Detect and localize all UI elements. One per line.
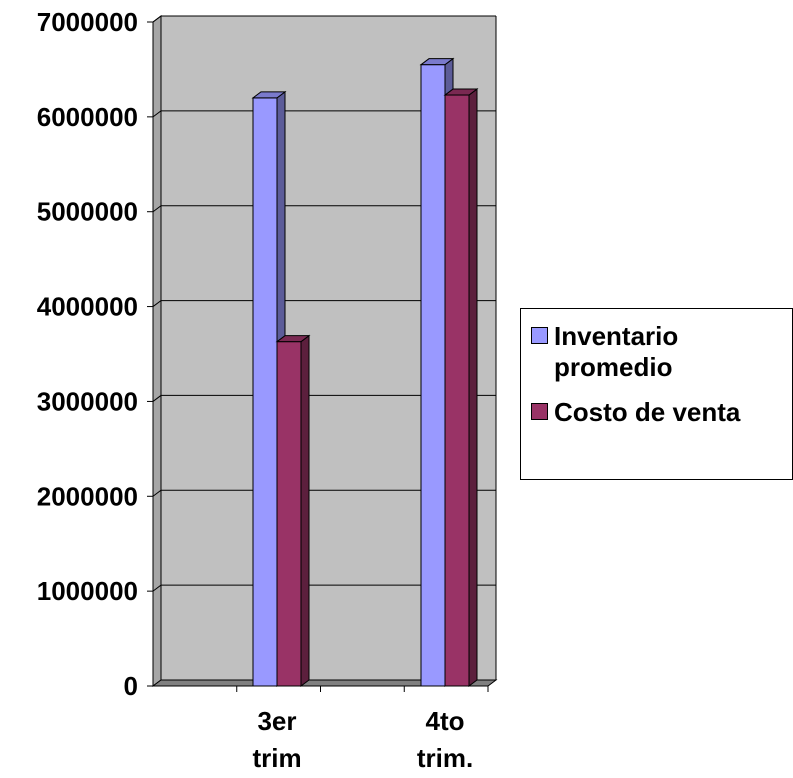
bar-front (276, 341, 302, 687)
y-tick-label: 4000000 (37, 292, 138, 322)
bar-top (275, 335, 311, 343)
bar-top (251, 91, 287, 99)
bar-front (444, 94, 470, 687)
y-tick-label: 0 (124, 671, 138, 701)
bar-top (419, 58, 455, 66)
legend-label-inventario: Inventario promedio (554, 321, 679, 382)
gridline (152, 489, 496, 497)
x-tick-label: 4to trim. (417, 706, 473, 773)
legend-item-inventario: Inventario promedio (531, 321, 784, 383)
bar-front (252, 97, 278, 687)
y-tick-label: 1000000 (37, 576, 138, 606)
gridline (152, 205, 496, 213)
y-tick-label: 5000000 (37, 197, 138, 227)
plot-back-wall (161, 16, 496, 680)
y-tick-label: 3000000 (37, 386, 138, 416)
legend-swatch-inventario (531, 327, 548, 344)
gridline (152, 300, 496, 307)
y-tick-label: 7000000 (37, 7, 138, 37)
gridline (152, 15, 496, 23)
y-tick-label: 6000000 (37, 102, 138, 132)
legend: Inventario promedio Costo de venta (520, 308, 793, 480)
bar-costo-1 (275, 334, 311, 687)
bar-top (443, 88, 479, 96)
axis-labels: 0 1000000 2000000 3000000 4000000 5000000 6000… (37, 7, 473, 773)
bar-front (420, 64, 446, 687)
bar-side (300, 334, 310, 687)
bars (251, 57, 479, 687)
legend-item-costo: Costo de venta (531, 397, 784, 428)
legend-label-costo: Costo de venta (554, 397, 741, 427)
bar-side (468, 88, 478, 687)
x-tick-label: 3er trim (252, 706, 301, 773)
legend-swatch-costo (531, 403, 548, 420)
bar-costo-2 (443, 88, 479, 687)
gridline (152, 110, 496, 118)
gridline (152, 584, 496, 592)
gridline (152, 394, 496, 402)
y-tick-label: 2000000 (37, 481, 138, 511)
plot-area (147, 15, 498, 692)
